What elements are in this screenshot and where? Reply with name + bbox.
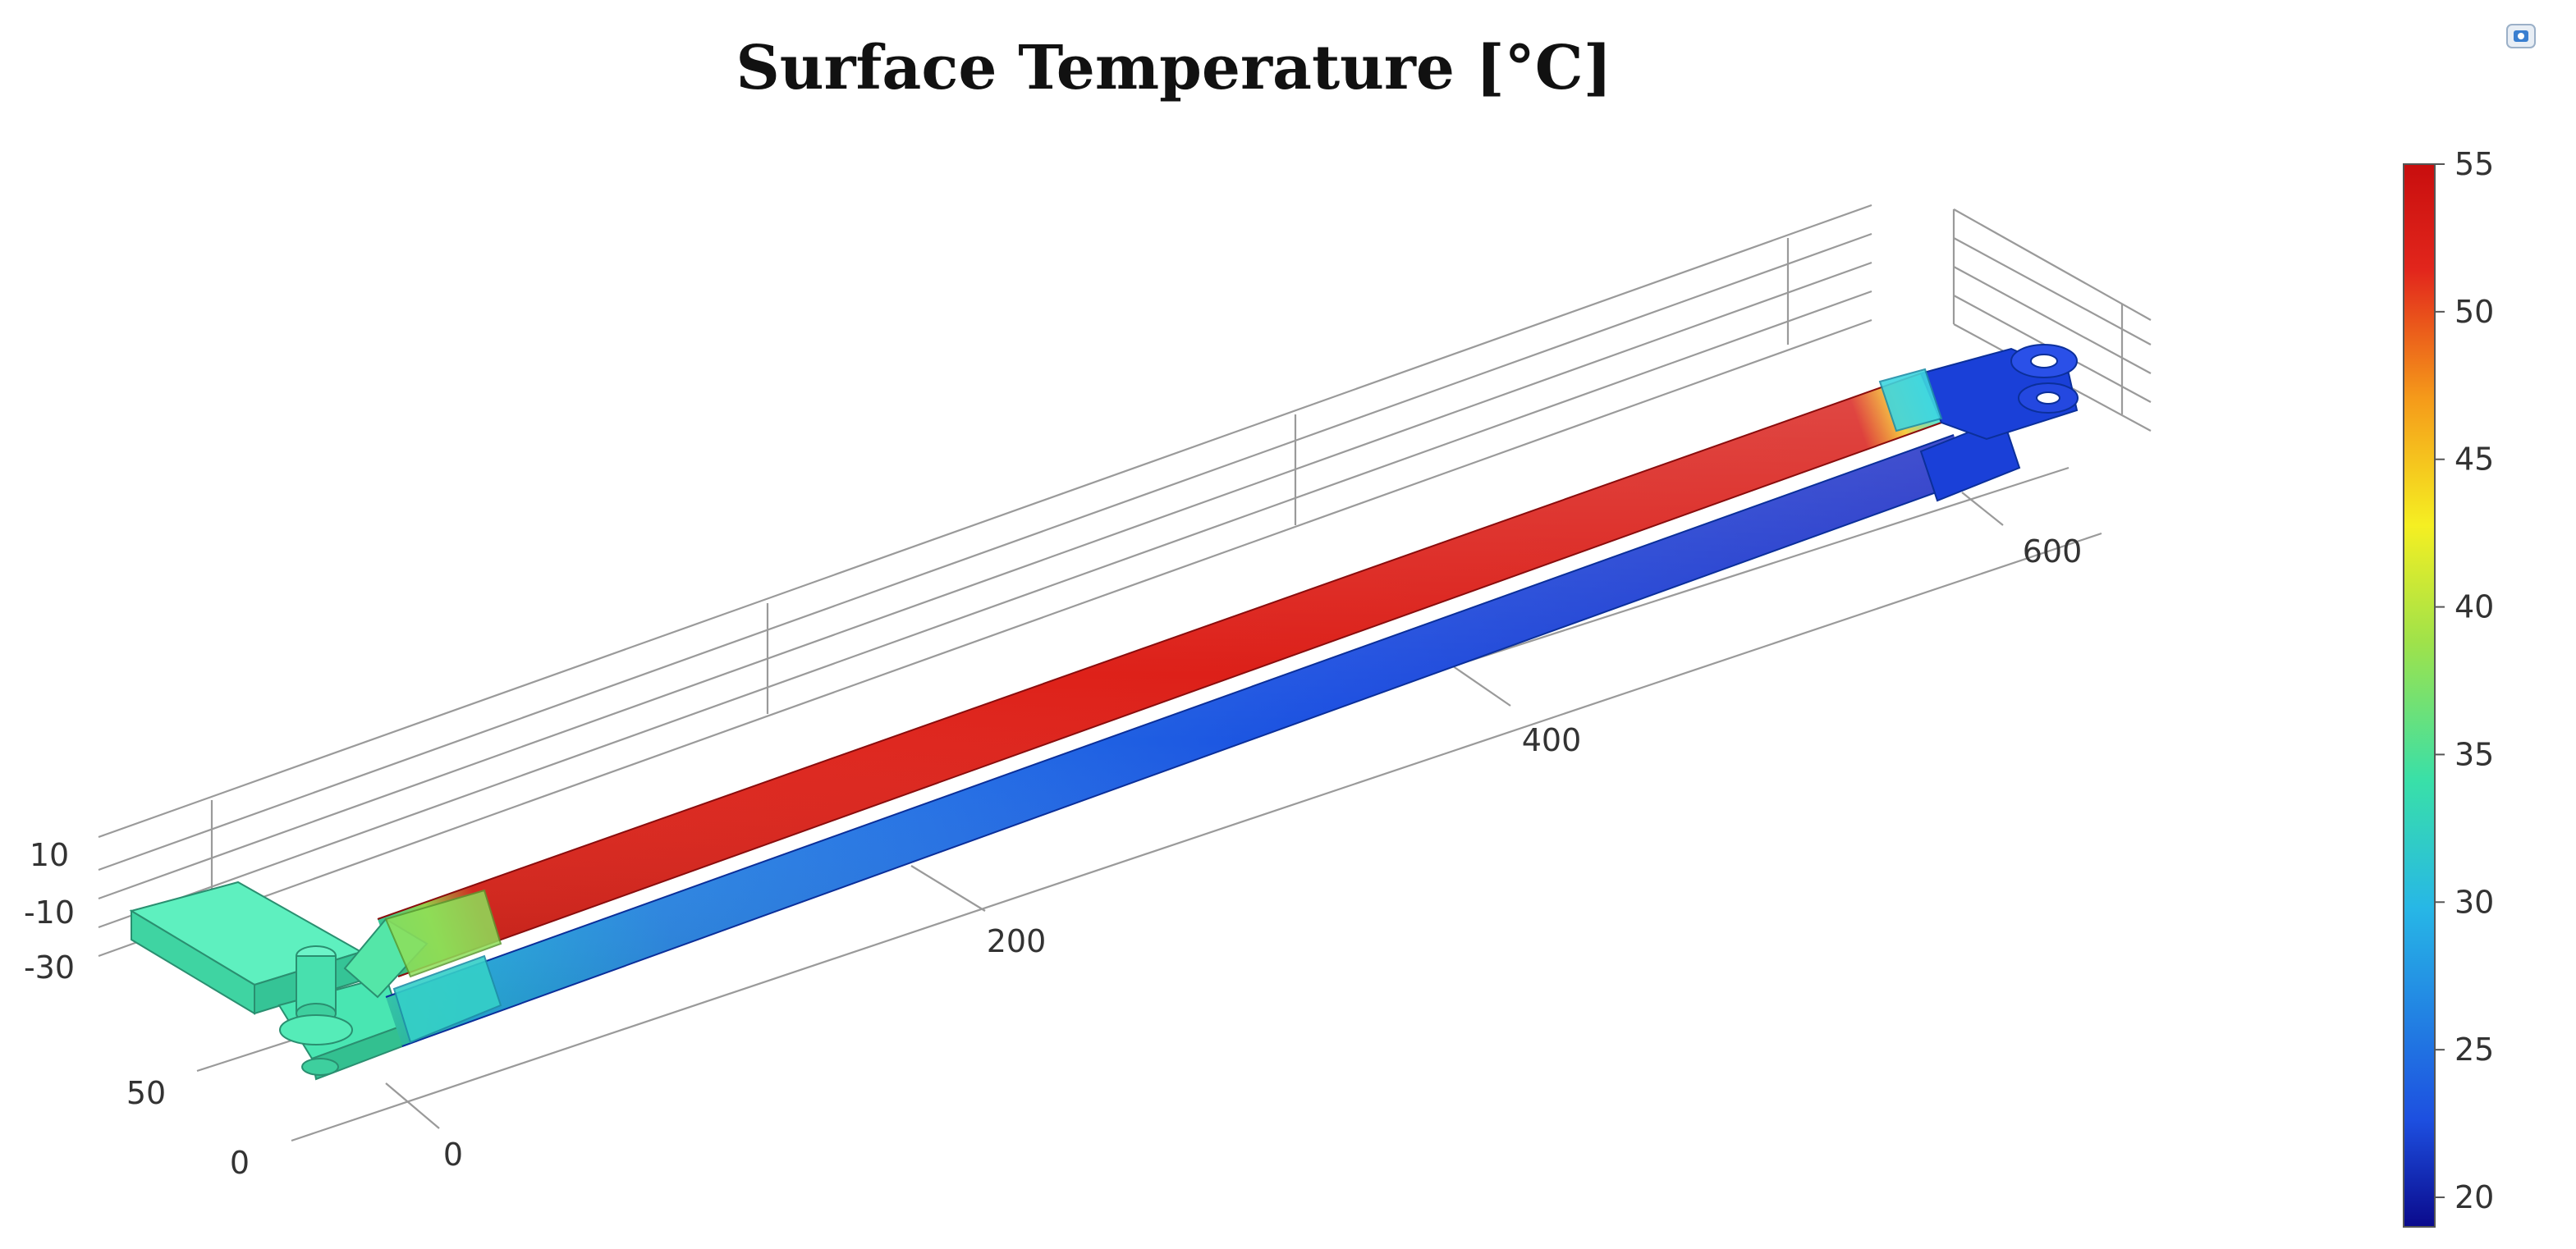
colorbar-tick-label: 20 — [2455, 1179, 2494, 1215]
colorbar-tick-label: 25 — [2455, 1032, 2494, 1068]
camera-icon[interactable] — [2506, 24, 2536, 48]
cold-tube — [385, 417, 2021, 1047]
mounting-bracket — [129, 881, 404, 1081]
colorbar-tick-label: 30 — [2455, 884, 2494, 920]
z-tick-label: -30 — [24, 949, 75, 986]
z-axis-ticks: 10 -10 -30 — [24, 837, 75, 986]
x-tick-label: 200 — [987, 923, 1047, 959]
colorbar-scale — [2403, 163, 2436, 1228]
z-tick-label: 10 — [30, 837, 69, 873]
z-tick-label: -10 — [24, 894, 75, 931]
y-tick-label: 50 — [126, 1075, 166, 1111]
end-connector — [1878, 344, 2079, 441]
y-tick-label: 0 — [230, 1145, 250, 1181]
x-axis-ticks: 0 200 400 600 — [443, 533, 2082, 1173]
x-tick-label: 400 — [1522, 722, 1582, 758]
colorbar-tick-label: 45 — [2455, 441, 2494, 478]
y-axis-ticks: 0 50 — [126, 1075, 250, 1181]
colorbar-tick-label: 35 — [2455, 736, 2494, 772]
colorbar-ticks: 55 50 45 40 35 30 25 20 — [2435, 146, 2494, 1215]
x-tick-label: 0 — [443, 1137, 463, 1173]
plot-title: Surface Temperature [°C] — [736, 33, 1612, 103]
colorbar-tick-label: 50 — [2455, 294, 2494, 330]
colorbar: 55 50 45 40 35 30 25 20 — [2403, 146, 2494, 1228]
hot-tube — [343, 373, 1942, 999]
colorbar-tick-label: 55 — [2455, 146, 2494, 182]
colorbar-tick-label: 40 — [2455, 589, 2494, 625]
x-tick-label: 600 — [2023, 533, 2083, 570]
